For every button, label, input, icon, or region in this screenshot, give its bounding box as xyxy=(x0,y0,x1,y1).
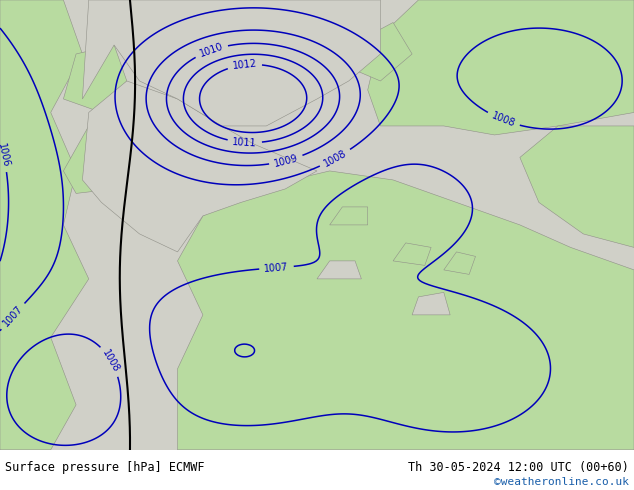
Polygon shape xyxy=(330,207,368,225)
Text: 1008: 1008 xyxy=(100,348,121,374)
Text: Surface pressure [hPa] ECMWF: Surface pressure [hPa] ECMWF xyxy=(5,461,205,474)
Polygon shape xyxy=(349,23,412,81)
Text: 1007: 1007 xyxy=(1,304,25,329)
Text: Th 30-05-2024 12:00 UTC (00+60): Th 30-05-2024 12:00 UTC (00+60) xyxy=(408,461,629,474)
Text: 1008: 1008 xyxy=(322,148,349,169)
Polygon shape xyxy=(82,81,317,252)
Text: 1011: 1011 xyxy=(232,137,257,148)
Polygon shape xyxy=(368,0,634,135)
Text: 1006: 1006 xyxy=(0,142,11,168)
Polygon shape xyxy=(178,171,634,450)
Text: 1007: 1007 xyxy=(264,262,289,273)
Polygon shape xyxy=(412,293,450,315)
Polygon shape xyxy=(63,45,127,113)
Polygon shape xyxy=(0,0,89,450)
Text: 1012: 1012 xyxy=(232,59,257,72)
Polygon shape xyxy=(82,0,380,126)
Polygon shape xyxy=(393,243,431,266)
Text: 1008: 1008 xyxy=(490,111,517,129)
Polygon shape xyxy=(317,261,361,279)
Polygon shape xyxy=(63,126,139,194)
Text: 1009: 1009 xyxy=(273,153,299,169)
Polygon shape xyxy=(520,126,634,247)
Text: 1010: 1010 xyxy=(198,42,224,59)
Polygon shape xyxy=(444,252,476,274)
Text: ©weatheronline.co.uk: ©weatheronline.co.uk xyxy=(494,477,629,487)
